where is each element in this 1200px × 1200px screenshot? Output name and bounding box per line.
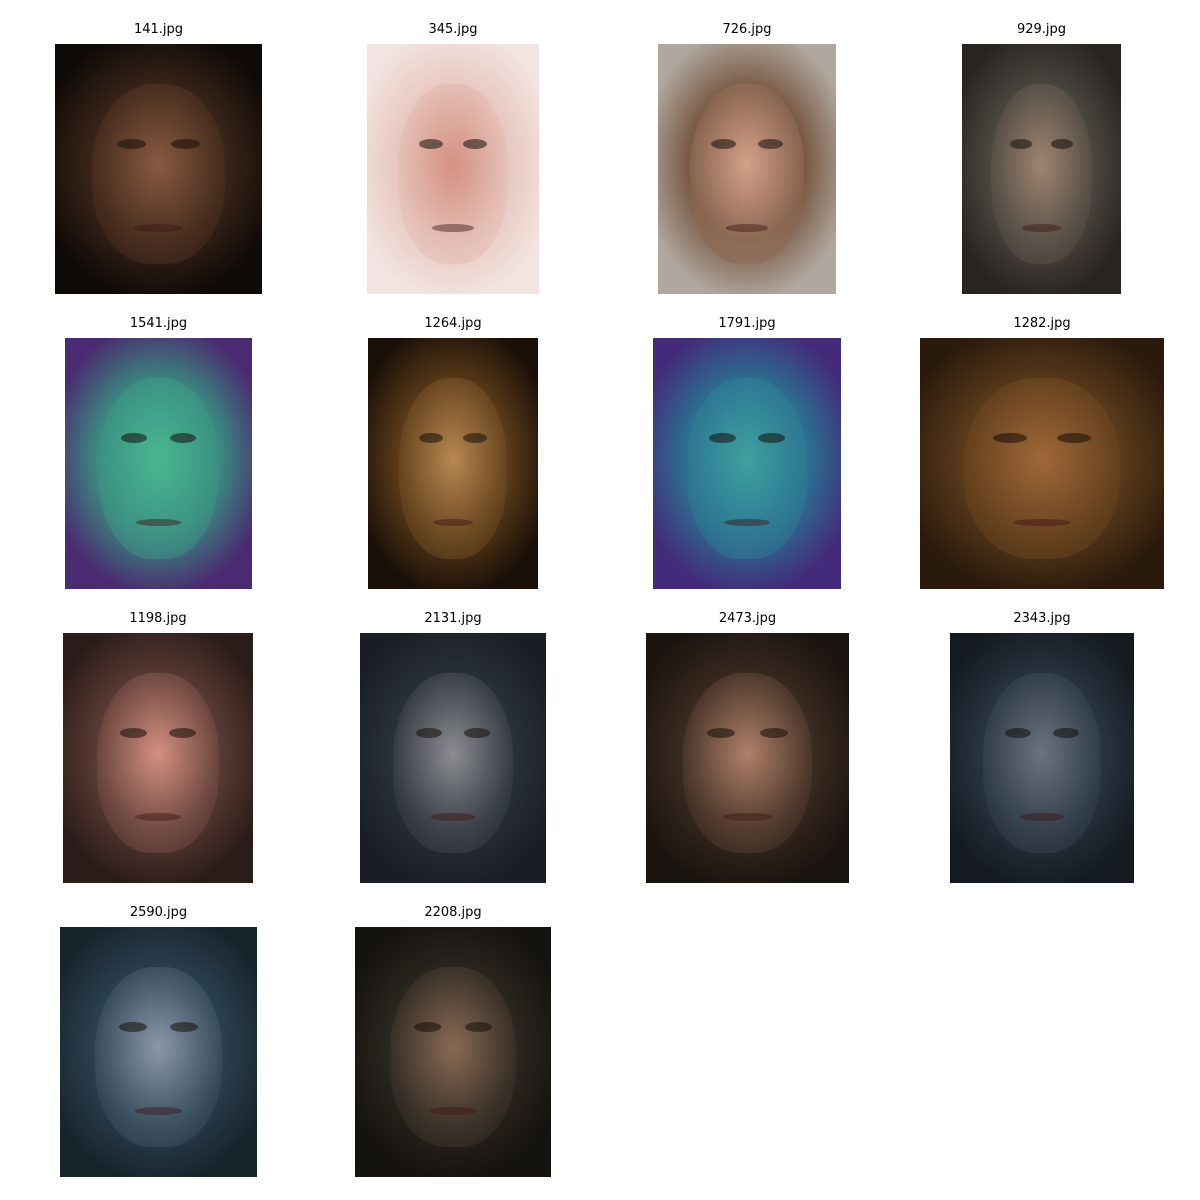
image-tile: 1791.jpg bbox=[653, 316, 841, 589]
image-tile: 726.jpg bbox=[658, 22, 836, 294]
face-photo bbox=[355, 927, 551, 1177]
image-title: 1791.jpg bbox=[718, 316, 776, 331]
face-photo bbox=[962, 44, 1121, 294]
image-title: 929.jpg bbox=[1016, 22, 1067, 37]
face-photo bbox=[658, 44, 836, 294]
image-title: 2208.jpg bbox=[424, 905, 482, 920]
image-title: 141.jpg bbox=[133, 22, 184, 37]
image-tile: 2208.jpg bbox=[355, 905, 551, 1177]
image-tile: 1541.jpg bbox=[65, 316, 252, 589]
face-photo bbox=[55, 44, 262, 294]
face-photo bbox=[60, 927, 257, 1177]
image-title: 2473.jpg bbox=[718, 611, 777, 626]
image-title: 2131.jpg bbox=[424, 611, 482, 626]
image-tile: 929.jpg bbox=[962, 22, 1121, 294]
image-title: 726.jpg bbox=[722, 22, 772, 37]
face-photo bbox=[65, 338, 252, 589]
image-tile: 2131.jpg bbox=[360, 611, 546, 883]
image-title: 2590.jpg bbox=[129, 905, 188, 920]
image-tile: 2473.jpg bbox=[646, 611, 849, 883]
face-photo bbox=[920, 338, 1164, 589]
image-tile: 1264.jpg bbox=[368, 316, 538, 589]
face-photo bbox=[653, 338, 841, 589]
image-title: 1541.jpg bbox=[129, 316, 188, 331]
face-photo bbox=[360, 633, 546, 883]
image-title: 345.jpg bbox=[428, 22, 478, 37]
image-tile: 2590.jpg bbox=[60, 905, 257, 1177]
face-photo bbox=[646, 633, 849, 883]
image-title: 1282.jpg bbox=[1013, 316, 1071, 331]
face-photo bbox=[63, 633, 253, 883]
image-title: 1198.jpg bbox=[129, 611, 187, 626]
face-photo bbox=[950, 633, 1134, 883]
image-title: 1264.jpg bbox=[424, 316, 482, 331]
image-tile: 1198.jpg bbox=[63, 611, 253, 883]
image-tile: 1282.jpg bbox=[920, 316, 1164, 589]
image-tile: 345.jpg bbox=[367, 22, 539, 294]
face-photo bbox=[367, 44, 539, 294]
image-tile: 141.jpg bbox=[55, 22, 262, 294]
face-photo bbox=[368, 338, 538, 589]
image-title: 2343.jpg bbox=[1013, 611, 1071, 626]
image-tile: 2343.jpg bbox=[950, 611, 1134, 883]
